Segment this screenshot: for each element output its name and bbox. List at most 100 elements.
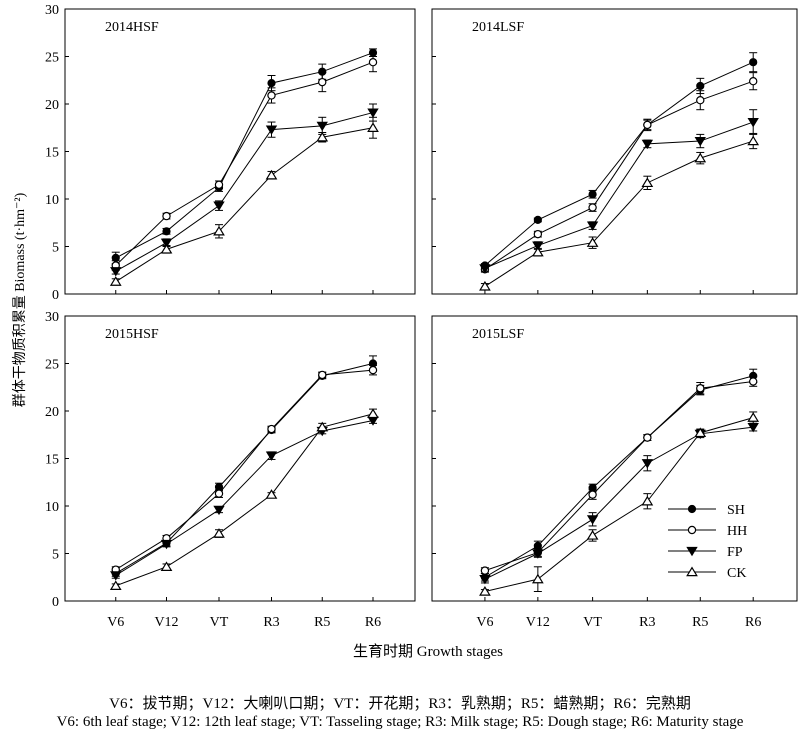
point-CK [316,421,329,432]
y-tick-label: 0 [52,288,59,303]
point-FP [532,241,544,251]
series-HH [111,52,378,271]
legend-label-HH: HH [727,524,747,539]
y-axis-label: 群体干物质积累量 Biomass (t·hm⁻²) [12,192,28,407]
x-tick-label: R3 [263,615,279,630]
panel-2015HSF: 0 5 10 15 20 25 30 V6 V12 VT R3 R5 R6 2015HSF [45,310,416,630]
point-CK [160,243,173,254]
point-SH [533,215,542,224]
legend-marker-CK [686,566,698,577]
series-line-CK [484,140,754,287]
point-HH [480,566,490,575]
point-HH [533,229,543,239]
point-FP [694,136,706,147]
x-tick-label: VT [210,615,229,630]
point-CK [641,495,654,506]
series-line-FP [484,426,754,580]
point-SH [267,79,276,88]
series-FP [110,416,379,581]
point-FP [532,549,544,559]
caption-english: V6: 6th leaf stage; V12: 12th leaf stage… [56,714,744,730]
series-line-FP [115,420,374,576]
panel-title: 2014HSF [105,20,159,35]
series-line-SH [484,375,754,578]
point-FP [110,267,122,277]
legend-marker-SH [687,504,697,514]
point-HH [214,180,224,189]
series-SH [111,355,378,578]
point-HH [267,424,276,434]
point-SH [588,190,597,199]
panel-title: 2015HSF [105,327,159,342]
series-SH [111,48,378,265]
point-CK [265,169,278,180]
point-HH [318,77,327,87]
point-CK [694,152,707,163]
point-FP [586,221,599,231]
point-CK [479,586,491,596]
point-SH [162,227,171,236]
point-FP [160,539,173,550]
y-tick-label: 5 [52,548,59,563]
point-CK [160,561,173,572]
point-HH [749,76,758,86]
panel-2015LSF: V6 V12 VT R3 R5 R6 2015LSF [431,315,798,630]
series-line-HH [115,369,374,571]
y-tick-label: 5 [52,241,59,256]
point-FP [479,575,491,585]
panel-2014LSF: 2014LSF [431,8,798,295]
point-FP [316,121,328,132]
series-FP [479,109,759,274]
series-HH [111,364,378,574]
point-SH [749,58,758,67]
x-tick-label: R3 [639,615,655,630]
point-CK [694,427,707,438]
point-SH [696,81,705,91]
series-HH [480,72,758,274]
series-line-SH [115,52,374,259]
point-HH [749,377,758,386]
point-HH [267,91,276,100]
point-FP [641,459,654,469]
biomass-figure: 群体干物质积累量 Biomass (t·hm⁻²) 生育时期 Growth st… [12,3,798,660]
y-tick-label: 15 [45,146,59,161]
legend-label-FP: FP [727,545,743,560]
y-tick-label: 0 [52,595,59,610]
y-tick-label: 25 [45,358,59,373]
series-line-FP [484,121,754,269]
x-tick-label: R6 [365,615,381,630]
y-tick-label: 10 [45,500,59,515]
point-FP [160,238,173,248]
series-SH [480,52,758,270]
panel-frame [431,8,798,295]
point-FP [110,571,122,581]
series-line-HH [115,61,374,266]
y-tick-label: 20 [45,405,59,420]
series-CK [479,411,760,596]
panel-title: 2014LSF [472,20,524,35]
legend-label-SH: SH [727,503,745,518]
series-FP [110,103,379,277]
series-line-CK [115,413,374,587]
y-tick-label: 20 [45,98,59,113]
point-CK [479,280,491,291]
point-HH [318,370,327,380]
series-CK [479,132,760,291]
point-FP [367,108,379,118]
panel-frame [64,315,416,602]
series-line-CK [115,127,374,283]
panel-frame [64,8,416,295]
point-CK [109,276,122,286]
y-tick-label: 25 [45,51,59,66]
series-CK [109,116,379,286]
point-CK [747,412,760,422]
point-CK [367,408,379,419]
x-axis-label: 生育时期 Growth stages [353,643,503,660]
point-HH [643,433,652,442]
point-CK [367,122,379,132]
y-tick-label: 30 [45,3,59,18]
x-tick-label: R5 [314,615,330,630]
point-FP [586,515,599,525]
series-line-FP [115,112,374,272]
point-CK [213,225,225,236]
